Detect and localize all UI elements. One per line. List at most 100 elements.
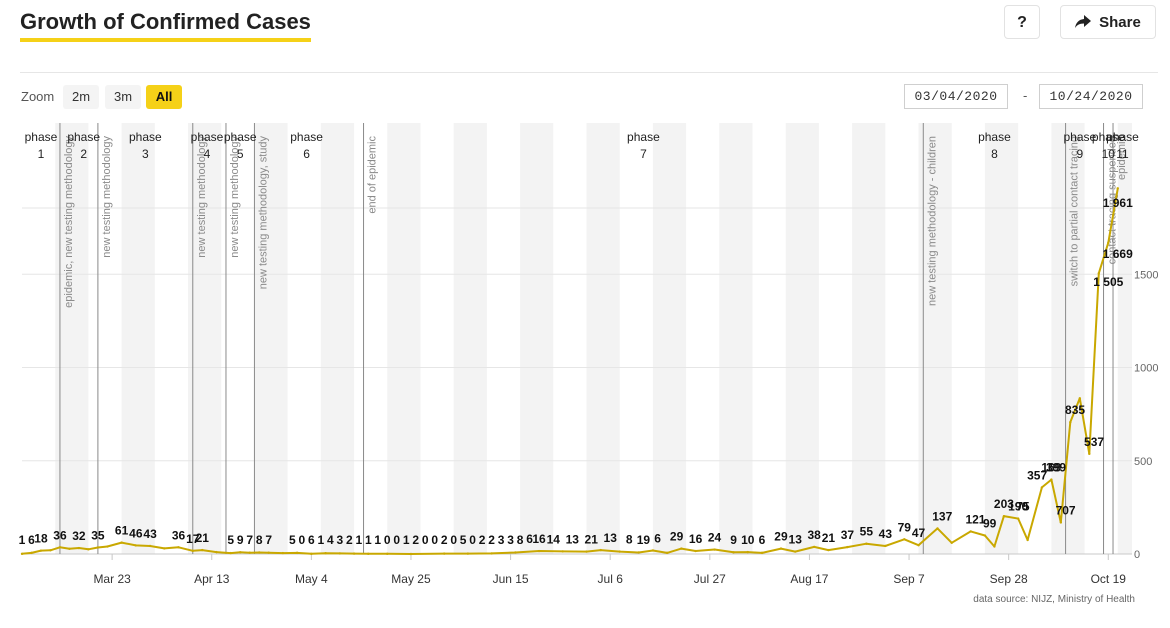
data-point [295,551,299,555]
x-tick-label: Oct 19 [1091,572,1127,586]
data-point [950,541,953,545]
data-point [561,550,564,553]
phase-label: phase [978,130,1011,144]
x-tick-label: Apr 13 [194,572,230,586]
data-label: 6 [28,533,35,547]
phase-number: 4 [204,147,211,161]
data-label: 707 [1056,503,1076,517]
data-label: 1 961 [1103,196,1133,210]
data-point [794,550,797,553]
data-label: 203 [994,497,1014,511]
phase-number: 5 [237,147,244,161]
data-label: 2 [346,533,353,547]
data-label: 43 [143,527,157,541]
data-label: 24 [708,531,722,545]
data-label: 7 [265,533,272,547]
phase-number: 10 [1102,147,1116,161]
data-label: 4 [327,533,334,547]
week-band [55,123,89,554]
data-point [239,551,242,554]
data-point [1059,521,1063,524]
phase-label: phase [67,130,100,144]
data-label: 0 [422,533,429,547]
week-band [652,123,687,554]
x-tick-label: Jun 15 [493,572,529,586]
data-point [812,545,816,549]
week-band [984,123,1019,554]
date-from-input[interactable]: 03/04/2020 [904,84,1008,109]
data-point [537,549,541,553]
data-source-note: data source: NIJZ, Ministry of Health [973,594,1135,605]
data-label: 13 [566,532,580,546]
data-point [514,551,517,554]
data-label: 537 [1084,435,1104,449]
data-point [680,547,683,550]
phase-label: phase [224,130,257,144]
data-label: 17 [186,532,200,546]
y-tick-label: 1000 [1134,363,1158,375]
data-point [267,551,270,554]
event-label: epidemic, new testing methodology [63,136,75,308]
data-point [1040,486,1044,489]
data-point [936,527,939,530]
zoom-2m-button[interactable]: 2m [63,85,99,109]
data-label: 99 [983,517,997,531]
help-button[interactable]: ? [1004,5,1040,39]
data-label: 36 [53,528,67,542]
data-point [1026,538,1029,542]
data-point [148,544,152,548]
event-label: new testing methodology [101,136,113,258]
data-label: 1 [403,533,410,547]
data-label: 6 [759,533,766,547]
data-point [163,547,166,550]
week-band [254,123,288,554]
date-to-input[interactable]: 10/24/2020 [1039,84,1143,109]
data-label: 2 [479,533,486,547]
data-point [30,551,33,555]
data-label: 6 [654,531,661,545]
data-label: 43 [879,527,893,541]
data-label: 79 [898,520,912,534]
data-label: 14 [547,532,561,546]
data-label: 38 [807,528,821,542]
data-point [903,538,906,541]
data-label: 16 [532,532,546,546]
week-band [852,123,886,554]
data-point [599,548,602,552]
zoom-all-button[interactable]: All [146,85,182,109]
page-title: Growth of Confirmed Cases [20,8,311,42]
data-label: 2 [488,533,495,547]
data-label: 1 669 [1103,247,1133,261]
x-tick-label: Jul 27 [694,572,726,586]
data-point [1016,517,1020,520]
data-label: 9 [730,533,737,547]
y-tick-label: 1500 [1134,269,1158,281]
share-button[interactable]: Share [1060,5,1156,39]
data-label: 9 [237,533,244,547]
data-point [338,552,342,555]
data-point [1069,420,1072,424]
data-label: 1 [19,533,26,547]
data-point [20,552,24,556]
week-band [188,123,222,554]
data-point [96,546,100,549]
data-point [746,550,749,554]
data-point [884,544,887,548]
data-point [134,544,138,547]
data-label: 19 [637,533,651,547]
data-label: 0 [393,533,400,547]
data-label: 5 [289,533,296,547]
data-label: 190 [1008,500,1028,514]
zoom-3m-button[interactable]: 3m [105,85,141,109]
data-point [827,548,830,552]
data-label: 35 [91,528,105,542]
date-separator: - [1023,88,1028,103]
data-point [1116,187,1119,190]
data-label: 47 [912,526,926,540]
data-point [442,552,446,555]
data-point [1097,272,1100,275]
data-point [229,551,232,555]
week-band [785,123,819,554]
week-band [1117,123,1132,554]
data-point [651,549,655,552]
